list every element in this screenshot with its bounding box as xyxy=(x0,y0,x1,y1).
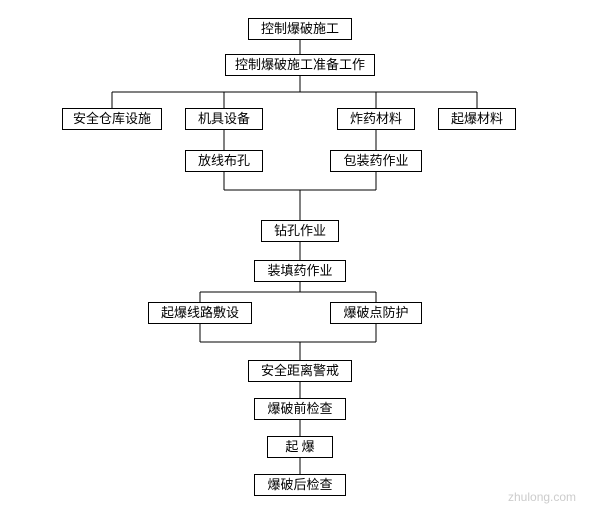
label: 安全仓库设施 xyxy=(73,111,151,127)
node-n6: 起爆材料 xyxy=(438,108,516,130)
label: 爆破前检查 xyxy=(267,401,332,417)
node-n11: 起爆线路敷设 xyxy=(148,302,252,324)
node-n5: 炸药材料 xyxy=(337,108,415,130)
label: 爆破点防护 xyxy=(343,305,408,321)
label: 包装药作业 xyxy=(343,153,408,169)
label: 起爆线路敷设 xyxy=(161,305,239,321)
node-n12: 爆破点防护 xyxy=(330,302,422,324)
node-n15: 起 爆 xyxy=(267,436,333,458)
label: 起 爆 xyxy=(285,439,314,455)
label: 控制爆破施工准备工作 xyxy=(235,57,365,73)
label: 放线布孔 xyxy=(198,153,250,169)
node-n4: 机具设备 xyxy=(185,108,263,130)
label: 安全距离警戒 xyxy=(261,363,339,379)
flow-lines xyxy=(0,0,600,511)
watermark: zhulong.com xyxy=(508,490,576,504)
label: 爆破后检查 xyxy=(267,477,332,493)
node-n13: 安全距离警戒 xyxy=(248,360,352,382)
node-n3: 安全仓库设施 xyxy=(62,108,162,130)
node-n1: 控制爆破施工 xyxy=(248,18,352,40)
node-n2: 控制爆破施工准备工作 xyxy=(225,54,375,76)
node-n7: 放线布孔 xyxy=(185,150,263,172)
node-n10: 装填药作业 xyxy=(254,260,346,282)
label: 装填药作业 xyxy=(267,263,332,279)
node-n16: 爆破后检查 xyxy=(254,474,346,496)
node-n9: 钻孔作业 xyxy=(261,220,339,242)
label: 机具设备 xyxy=(198,111,250,127)
node-n14: 爆破前检查 xyxy=(254,398,346,420)
label: 炸药材料 xyxy=(350,111,402,127)
label: 控制爆破施工 xyxy=(261,21,339,37)
label: 起爆材料 xyxy=(451,111,503,127)
label: 钻孔作业 xyxy=(274,223,326,239)
node-n8: 包装药作业 xyxy=(330,150,422,172)
